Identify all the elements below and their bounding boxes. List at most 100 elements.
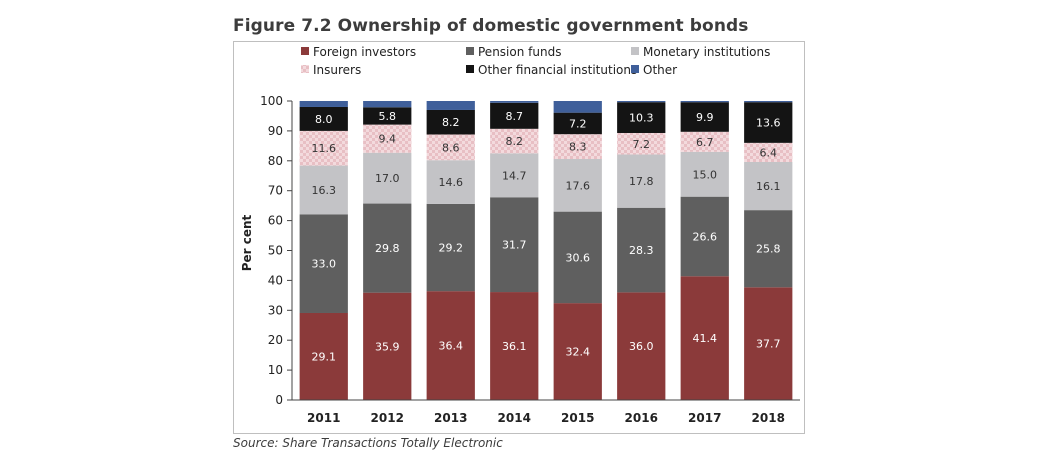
data-label: 33.0 — [312, 258, 337, 271]
bar-segment — [744, 210, 793, 288]
bar-segment — [744, 101, 793, 103]
y-tick-label: 70 — [268, 184, 283, 198]
bar-segment — [363, 124, 412, 153]
data-label: 28.3 — [629, 244, 654, 257]
data-label: 6.7 — [696, 136, 714, 149]
bar-stack-2013: 36.4 29.2 14.6 8.6 8.2 — [426, 101, 475, 400]
x-tick-label: 2013 — [434, 411, 467, 425]
y-axis-label: Per cent — [240, 214, 254, 271]
data-label: 37.7 — [756, 338, 781, 351]
data-label: 8.0 — [315, 113, 333, 126]
legend: Foreign investors Pension funds Monetary i… — [301, 45, 770, 77]
legend-swatch — [631, 65, 639, 73]
bar-segment — [553, 159, 602, 212]
data-label: 5.8 — [379, 110, 397, 123]
x-tick-label: 2011 — [307, 411, 340, 425]
x-tick-label: 2012 — [371, 411, 404, 425]
bar-segment — [680, 101, 729, 103]
legend-item: Monetary institutions — [631, 45, 770, 59]
legend-label: Insurers — [313, 63, 361, 77]
bar-segment — [617, 154, 666, 208]
bar-segment — [363, 101, 412, 108]
bar-stack-2017: 41.4 26.6 15.0 6.7 9.9 — [680, 101, 729, 400]
data-label: 31.7 — [502, 239, 527, 252]
bar-stack-2011: 29.1 33.0 16.3 11.6 8.0 — [299, 101, 348, 400]
bar-segment — [553, 303, 602, 400]
legend-item: Pension funds — [466, 45, 561, 59]
data-label: 32.4 — [566, 346, 591, 359]
bar-segment — [426, 101, 475, 110]
data-label: 9.9 — [696, 111, 714, 124]
bar-segment — [680, 276, 729, 400]
data-label: 36.0 — [629, 340, 654, 353]
bar-segment — [299, 165, 348, 215]
bar-segment — [617, 292, 666, 400]
y-tick-label: 40 — [268, 273, 283, 287]
data-label: 35.9 — [375, 340, 400, 353]
bar-segment — [617, 132, 666, 155]
bar-segment — [426, 134, 475, 161]
data-label: 14.7 — [502, 169, 527, 182]
bar-segment — [490, 101, 539, 103]
data-label: 11.6 — [312, 142, 337, 155]
data-label: 16.1 — [756, 180, 781, 193]
data-label: 17.0 — [375, 172, 400, 185]
bar-segment — [680, 151, 729, 197]
data-label: 15.0 — [693, 168, 718, 181]
chart-frame — [233, 41, 805, 434]
legend-item: Insurers — [301, 63, 361, 77]
data-label: 29.1 — [312, 350, 337, 363]
legend-swatch — [301, 65, 309, 73]
bar-segment — [680, 102, 729, 132]
legend-label: Foreign investors — [313, 45, 416, 59]
y-tick-label: 90 — [268, 124, 283, 138]
bar-segment — [426, 109, 475, 135]
data-label: 16.3 — [312, 184, 337, 197]
bar-segment — [744, 102, 793, 143]
legend-item: Other financial institutions — [466, 63, 637, 77]
data-label: 13.6 — [756, 117, 781, 130]
figure-title: Figure 7.2 Ownership of domestic governm… — [233, 16, 749, 36]
bar-segment — [490, 102, 539, 129]
y-tick-label: 10 — [268, 363, 283, 377]
legend-label: Monetary institutions — [643, 45, 770, 59]
data-label: 7.2 — [569, 117, 587, 130]
legend-swatch — [466, 65, 474, 73]
legend-label: Pension funds — [478, 45, 561, 59]
y-tick-label: 0 — [275, 393, 283, 407]
bar-segment — [744, 287, 793, 400]
data-label: 36.4 — [439, 340, 464, 353]
data-label: 17.8 — [629, 175, 654, 188]
data-label: 26.6 — [693, 230, 718, 243]
legend-label: Other — [643, 63, 677, 77]
bar-segment — [299, 130, 348, 166]
data-label: 41.4 — [693, 332, 718, 345]
legend-swatch — [466, 47, 474, 55]
bar-segment — [299, 312, 348, 400]
y-tick-label: 80 — [268, 154, 283, 168]
legend-item: Other — [631, 63, 677, 77]
data-label: 29.8 — [375, 242, 400, 255]
data-label: 8.2 — [442, 116, 460, 129]
x-tick-label: 2018 — [752, 411, 785, 425]
bar-segment — [553, 134, 602, 160]
data-label: 8.2 — [506, 135, 524, 148]
source-note: Source: Share Transactions Totally Elect… — [233, 436, 503, 450]
bar-segment — [363, 292, 412, 400]
bar-segment — [363, 152, 412, 204]
data-label: 9.4 — [379, 133, 397, 146]
bar-segment — [617, 101, 666, 103]
y-tick-label: 30 — [268, 303, 283, 317]
bar-segment — [490, 292, 539, 400]
bar-segment — [680, 131, 729, 152]
y-tick-label: 100 — [260, 94, 283, 108]
x-tick-label: 2017 — [688, 411, 721, 425]
bar-segment — [744, 142, 793, 162]
bar-segment — [553, 112, 602, 135]
legend-swatch — [631, 47, 639, 55]
bar-segment — [363, 107, 412, 125]
bar-stack-2018: 37.7 25.8 16.1 6.4 13.6 — [744, 101, 793, 400]
bar-stack-2012: 35.9 29.8 17.0 9.4 5.8 — [363, 101, 412, 400]
bar-segment — [744, 161, 793, 211]
